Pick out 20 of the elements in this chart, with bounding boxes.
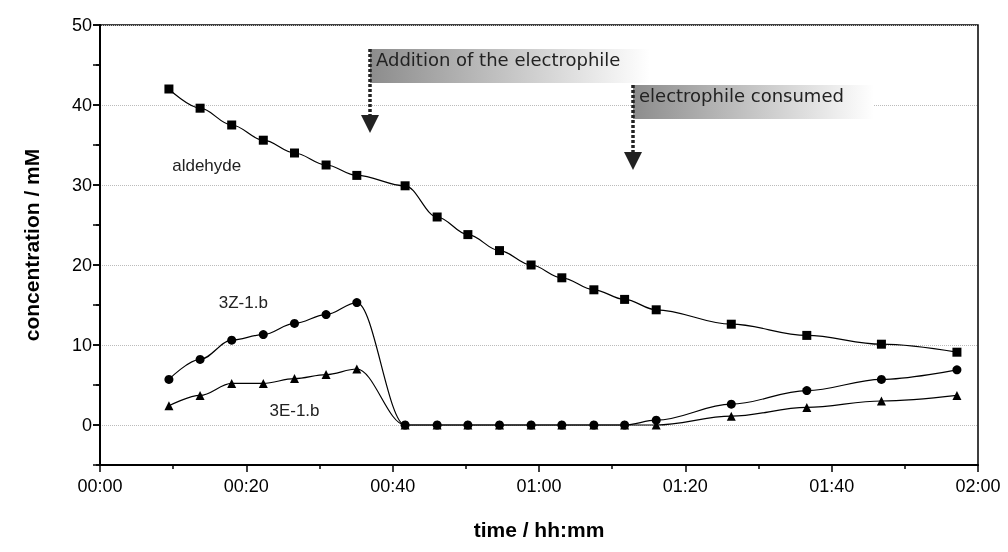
x-tick-label: 00:40 (370, 476, 416, 496)
y-tick-label: 40 (71, 95, 92, 115)
annotation: Addition of the electrophile (370, 49, 651, 83)
series-label: aldehyde (172, 155, 242, 175)
y-tick-label: 20 (71, 255, 92, 275)
series-label: 3E-1.b (269, 401, 320, 421)
x-tick-label: 00:00 (77, 476, 123, 496)
annotation: electrophile consumed (633, 85, 874, 119)
y-axis-title: concentration / mM (20, 148, 43, 342)
x-tick-label: 01:20 (662, 476, 708, 496)
y-tick-label: 30 (71, 175, 92, 195)
x-tick-label: 01:40 (809, 476, 855, 496)
y-tick-label: 50 (71, 15, 92, 35)
y-tick-label: 0 (81, 415, 92, 435)
x-tick-label: 01:00 (516, 476, 562, 496)
x-axis-title: time / hh:mm (473, 518, 605, 541)
series-label: 3Z-1.b (218, 293, 268, 313)
y-tick-label: 10 (71, 335, 92, 355)
x-tick-label: 02:00 (955, 476, 1001, 496)
x-tick-label: 00:20 (223, 476, 269, 496)
